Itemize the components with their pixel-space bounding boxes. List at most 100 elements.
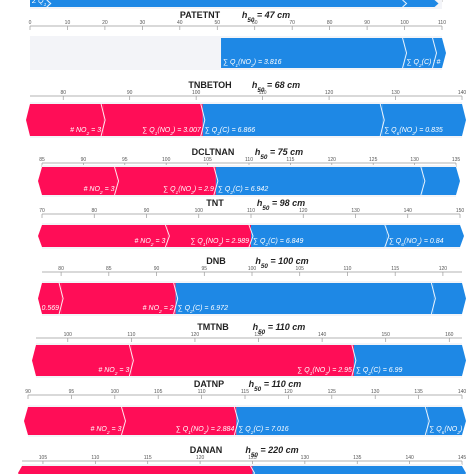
feature-label: # NO2 = 3: [91, 426, 122, 436]
axis-tick-label: 70: [289, 20, 295, 26]
axis-tick-label: 125: [369, 157, 378, 163]
bar-arrow-tail: [24, 407, 28, 435]
axis-tick-label: 0: [29, 20, 32, 26]
feature-label: ∑ Q6(NO2) = 0.84: [389, 238, 444, 248]
axis-tick-label: 110: [91, 455, 99, 461]
axis-tick-label: 85: [39, 157, 45, 163]
axis-tick-label: 100: [192, 90, 201, 96]
bar-arrow-tip: [462, 407, 466, 435]
compound-title: TMTNB: [197, 322, 229, 332]
axis-tick-label: 140: [404, 208, 413, 214]
feature-label: # NO2 = 3: [98, 367, 129, 377]
force-segment: [61, 283, 176, 314]
segment-divider: [233, 406, 239, 436]
bar-arrow-tail: [38, 167, 42, 195]
feature-label: ∑ Q2(C) = 6.866: [205, 127, 255, 137]
force-segment: [386, 225, 460, 247]
axis-tick-label: 110: [259, 90, 267, 96]
bar-arrow-tail: [26, 104, 30, 136]
compound-title: TNBETOH: [188, 80, 231, 90]
force-segment: [22, 466, 253, 474]
force-segment: [252, 466, 462, 474]
bar-arrow-tip: [460, 225, 464, 247]
axis-tick-label: 105: [39, 455, 48, 461]
segment-divider: [46, 0, 52, 8]
segment-divider: [213, 166, 219, 196]
force-segment: [131, 345, 354, 376]
compound-title: DCLTNAN: [192, 147, 235, 157]
force-segment: [167, 225, 251, 247]
force-segment: [42, 283, 62, 314]
force-segment: [221, 38, 405, 68]
axis-tick-label: 100: [400, 20, 409, 26]
segment-divider: [402, 37, 408, 69]
force-segment: [422, 167, 456, 195]
force-segment: [382, 104, 462, 136]
axis-tick-label: 30: [140, 20, 146, 26]
segment-divider: [250, 465, 256, 474]
bar-arrow-tail: [38, 225, 42, 247]
axis-tick-label: 125: [328, 389, 337, 395]
axis-tick-label: 140: [318, 332, 327, 338]
axis-tick-label: 130: [371, 389, 380, 395]
feature-label: ∑ Q2(C) = 6.972: [178, 305, 228, 315]
feature-label: ∑ Q6(NO2) = 0.569: [1, 305, 60, 315]
axis-tick-label: 90: [81, 157, 87, 163]
h50-label: h50 = 75 cm: [255, 147, 303, 161]
segment-divider: [58, 282, 64, 315]
axis-tick-label: 120: [325, 90, 334, 96]
axis-tick-label: 90: [25, 389, 31, 395]
force-segment: [30, 104, 104, 136]
feature-label: ∑ Q6(NO2) = 0.835: [384, 127, 443, 137]
axis-tick-label: 100: [111, 389, 120, 395]
axis-tick-label: 90: [364, 20, 370, 26]
force-plot-tnbetoh: TNBETOH h50 = 68 cm 80 90 100 110 120 130 140 # N…: [26, 80, 466, 138]
compound-title: TNT: [206, 198, 224, 208]
axis-tick-label: 110: [198, 389, 206, 395]
force-segment: [42, 225, 168, 247]
axis-tick-label: 100: [248, 266, 257, 272]
axis-tick-label: 130: [391, 90, 400, 96]
feature-label: ∑ Q1(NO2) = 2.9: [163, 186, 214, 196]
axis-tick-label: 100: [162, 157, 171, 163]
feature-label: ∑ Q2(C) = 6.99: [356, 367, 403, 377]
force-segment: [427, 407, 462, 435]
axis-tick-label: 140: [458, 90, 467, 96]
h50-label: h50 = 47 cm: [242, 10, 290, 24]
axis-tick-label: 95: [122, 157, 128, 163]
compound-title: DANAN: [190, 445, 223, 455]
force-segment: [215, 167, 423, 195]
bar-arrow-tip: [462, 345, 466, 376]
axis-tick-label: 90: [127, 90, 133, 96]
force-plot-top: 102030405060708090100110Σ Q1: [30, 0, 443, 9]
axis-tick-label: 135: [452, 157, 461, 163]
feature-label: # NO2 = 3: [84, 186, 115, 196]
force-segment: [404, 38, 435, 68]
segment-divider: [351, 344, 357, 377]
axis-tick-label: 120: [299, 208, 308, 214]
axis-tick-label: 130: [301, 455, 310, 461]
feature-label: # NO2 = 2: [143, 305, 174, 315]
axis-tick-label: 80: [60, 90, 66, 96]
feature-label: ∑ Q1(NO2) = 2.95: [297, 367, 352, 377]
axis-tick-label: 125: [248, 455, 257, 461]
feature-label: ∑ Q2(C) = 6.942: [218, 186, 268, 196]
axis-tick-label: 115: [144, 455, 152, 461]
segment-divider: [379, 103, 385, 137]
force-segment: [42, 167, 117, 195]
force-plot-tmtnb: TMTNB h50 = 110 cm 100 110 120 130 140 150 160 # …: [32, 322, 466, 378]
segment-divider: [200, 103, 206, 137]
axis-tick-label: 115: [241, 389, 249, 395]
force-segment: [434, 38, 442, 68]
axis-tick-label: 105: [296, 266, 305, 272]
force-plot-patetnt: PATETNT h50 = 47 cm 0 10 20 30 40 50 60 70 80 90 100…: [29, 10, 468, 70]
axis-tick-label: 90: [154, 266, 160, 272]
axis-tick-label: 110: [127, 332, 135, 338]
feature-label: # NO2 = 3: [70, 127, 101, 137]
axis-tick-label: 80: [91, 208, 97, 214]
axis-tick-label: 115: [286, 157, 294, 163]
segment-divider: [100, 103, 106, 137]
h50-label: h50 = 100 cm: [255, 256, 308, 270]
